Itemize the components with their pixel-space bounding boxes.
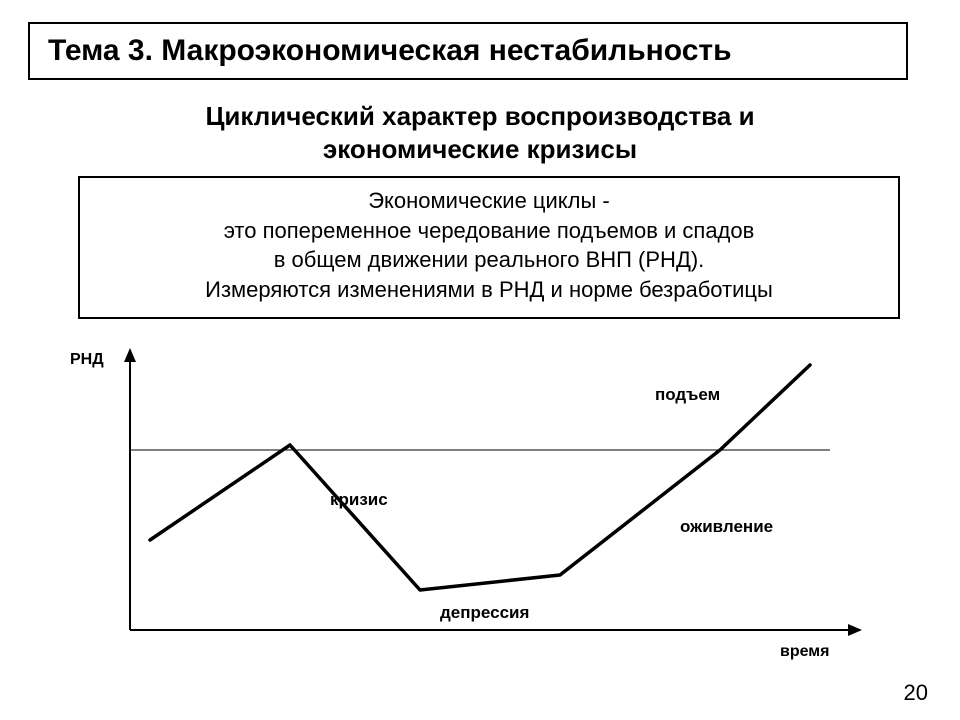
svg-text:кризис: кризис (330, 490, 388, 509)
svg-text:депрессия: депрессия (440, 603, 529, 622)
definition-box: Экономические циклы - это попеременное ч… (78, 176, 900, 319)
business-cycle-chart: РНД время кризис депрессия оживление подъем (40, 330, 920, 680)
svg-text:РНД: РНД (70, 351, 104, 368)
chart-svg: РНД время кризис депрессия оживление подъем (40, 330, 920, 680)
subtitle-line-2: экономические кризисы (323, 134, 637, 164)
definition-line-2: это попеременное чередование подъемов и … (94, 216, 884, 246)
subtitle-line-1: Циклический характер воспроизводства и (205, 101, 754, 131)
svg-text:подъем: подъем (655, 385, 720, 404)
definition-line-1: Экономические циклы - (94, 186, 884, 216)
definition-line-3: в общем движении реального ВНП (РНД). (94, 245, 884, 275)
slide-subtitle: Циклический характер воспроизводства и э… (0, 100, 960, 165)
slide-title: Тема 3. Макроэкономическая нестабильност… (48, 34, 732, 67)
svg-text:оживление: оживление (680, 517, 773, 536)
svg-text:время: время (780, 643, 829, 660)
definition-line-4: Измеряются изменениями в РНД и норме без… (94, 275, 884, 305)
slide-title-box: Тема 3. Макроэкономическая нестабильност… (28, 22, 908, 80)
page-number: 20 (904, 680, 928, 706)
